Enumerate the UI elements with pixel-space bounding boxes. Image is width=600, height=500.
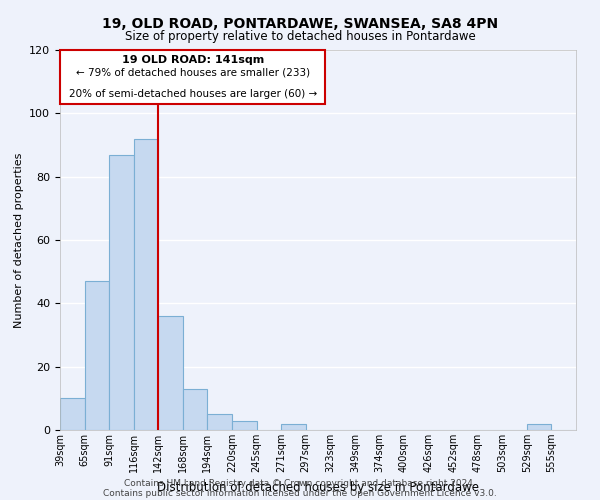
Text: ← 79% of detached houses are smaller (233): ← 79% of detached houses are smaller (23… [76,67,310,77]
Bar [158,316,183,430]
Bar [527,424,551,430]
Bar [109,154,134,430]
X-axis label: Distribution of detached houses by size in Pontardawe: Distribution of detached houses by size … [157,480,479,494]
Bar [208,414,232,430]
Text: 19, OLD ROAD, PONTARDAWE, SWANSEA, SA8 4PN: 19, OLD ROAD, PONTARDAWE, SWANSEA, SA8 4… [102,18,498,32]
Bar [60,398,85,430]
FancyBboxPatch shape [60,50,325,104]
Y-axis label: Number of detached properties: Number of detached properties [14,152,23,328]
Text: 19 OLD ROAD: 141sqm: 19 OLD ROAD: 141sqm [122,54,264,64]
Bar [85,281,109,430]
Text: Size of property relative to detached houses in Pontardawe: Size of property relative to detached ho… [125,30,475,43]
Bar [134,138,158,430]
Text: 20% of semi-detached houses are larger (60) →: 20% of semi-detached houses are larger (… [68,89,317,99]
Bar [183,389,208,430]
Bar [232,420,257,430]
Text: Contains HM Land Registry data © Crown copyright and database right 2024.: Contains HM Land Registry data © Crown c… [124,478,476,488]
Bar [281,424,306,430]
Text: Contains public sector information licensed under the Open Government Licence v3: Contains public sector information licen… [103,488,497,498]
